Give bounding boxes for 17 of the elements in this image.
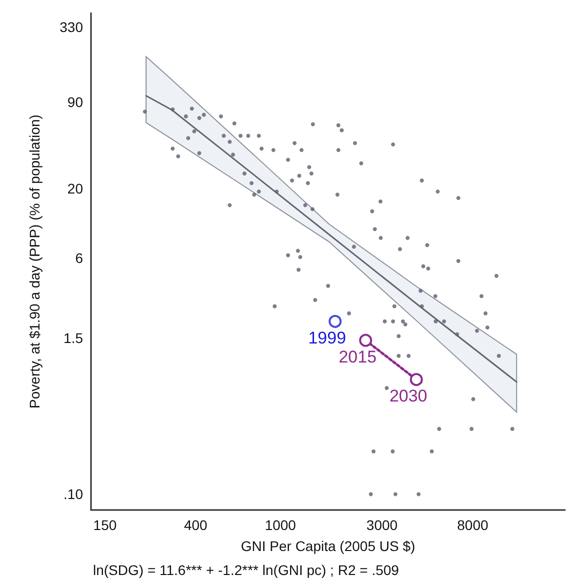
- y-tick-label: 330: [60, 18, 84, 35]
- x-tick-label: 150: [93, 517, 117, 533]
- x-tick-label: 400: [184, 517, 208, 533]
- x-tick-label: 3000: [366, 517, 398, 533]
- y-axis-title: Poverty, at $1.90 a day (PPP) (% of population): [26, 114, 42, 408]
- annotation: 2015: [338, 347, 377, 366]
- y-tick-label: 20: [67, 180, 84, 197]
- annotation: 1999: [308, 328, 346, 348]
- x-axis-title: GNI Per Capita (2005 US $): [240, 538, 416, 554]
- x-tick-label: 1000: [264, 517, 296, 533]
- x-tick-label: 8000: [457, 517, 488, 533]
- y-tick-label: 90: [67, 94, 84, 110]
- y-tick-label: .10: [64, 486, 84, 502]
- y-tick-label: 1.5: [64, 330, 84, 346]
- annotation: 2030: [389, 386, 428, 406]
- text: ln(SDG) = 11.6*** + -1.2*** ln(GNI pc) ; R2 = .509: [93, 562, 400, 578]
- y-tick-label: 6: [75, 250, 84, 266]
